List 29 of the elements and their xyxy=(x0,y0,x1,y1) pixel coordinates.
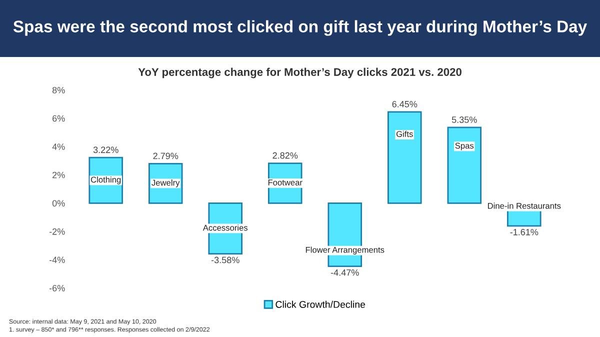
x-tick-label: Gifts xyxy=(396,130,413,137)
data-label: 3.22% xyxy=(93,146,118,154)
bar xyxy=(388,111,422,204)
data-label: 6.45% xyxy=(392,100,418,108)
bar xyxy=(447,126,482,204)
data-label: 2.82% xyxy=(272,152,298,159)
x-tick-label: Spas xyxy=(455,142,474,150)
chart-subtitle: YoY percentage change for Mother’s Day clicks 2021 vs. 2020 xyxy=(138,68,462,78)
x-tick-label: Flower Arrangements xyxy=(306,246,384,254)
y-tick-label: -6% xyxy=(49,284,65,292)
data-label: -3.58% xyxy=(211,256,240,264)
chart-title: Spas were the second most clicked on gift last year during Mother’s Day xyxy=(13,20,588,36)
x-tick-label: Jewelry xyxy=(152,180,180,188)
y-tick-label: 6% xyxy=(52,115,65,122)
y-tick-label: -2% xyxy=(49,228,65,235)
data-label: 2.79% xyxy=(153,152,178,160)
y-tick-label: 2% xyxy=(52,172,65,178)
x-tick-label: Accessories xyxy=(202,224,248,231)
legend-label: Click Growth/Decline xyxy=(276,300,366,308)
data-label: 5.35% xyxy=(452,116,477,123)
y-tick-label: 8% xyxy=(52,86,65,94)
x-tick-label: Clothing xyxy=(90,176,121,184)
y-tick-label: 4% xyxy=(52,144,65,150)
y-tick-label: -4% xyxy=(49,256,65,264)
x-tick-label: Footwear xyxy=(268,180,302,186)
data-label: -1.61% xyxy=(510,228,538,236)
x-tick-label: Dine-in Restaurants xyxy=(488,202,561,209)
data-label: -4.47% xyxy=(330,269,359,276)
y-tick-label: 0% xyxy=(52,200,65,207)
